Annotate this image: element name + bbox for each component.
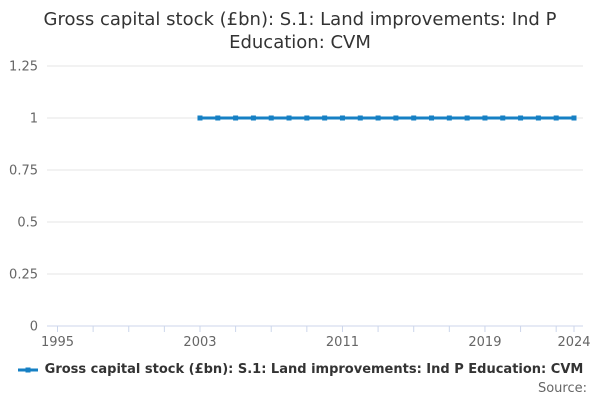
y-axis-label-0.5: 0.5 — [17, 216, 38, 231]
y-axis-label-1: 1 — [30, 112, 38, 127]
x-axis-label-2024: 2024 — [557, 335, 590, 350]
data-point-marker-2014[interactable] — [393, 115, 399, 121]
legend-label: Gross capital stock (£bn): S.1: Land imp… — [44, 362, 584, 377]
chart-title: Gross capital stock (£bn): S.1: Land imp… — [0, 8, 600, 54]
data-point-marker-2011[interactable] — [339, 115, 345, 121]
data-point-marker-2005[interactable] — [233, 115, 239, 121]
y-axis-label-0: 0 — [30, 320, 38, 335]
y-axis-label-1.25: 1.25 — [9, 60, 38, 75]
data-point-marker-2024[interactable] — [571, 115, 577, 121]
x-axis-label-2019: 2019 — [468, 335, 501, 350]
data-point-marker-2010[interactable] — [322, 115, 328, 121]
source-label: Source: — [537, 381, 587, 396]
data-point-marker-2007[interactable] — [268, 115, 274, 121]
data-point-marker-2018[interactable] — [464, 115, 470, 121]
x-axis-label-1995: 1995 — [41, 335, 74, 350]
data-point-marker-2013[interactable] — [375, 115, 381, 121]
data-point-marker-2019[interactable] — [482, 115, 488, 121]
data-point-marker-2009[interactable] — [304, 115, 310, 121]
data-point-marker-2016[interactable] — [429, 115, 435, 121]
legend-item-series-1[interactable]: Gross capital stock (£bn): S.1: Land imp… — [17, 362, 584, 377]
data-point-marker-2021[interactable] — [518, 115, 524, 121]
data-point-marker-2022[interactable] — [535, 115, 541, 121]
legend: Gross capital stock (£bn): S.1: Land imp… — [0, 362, 600, 377]
data-point-marker-2008[interactable] — [286, 115, 292, 121]
data-point-marker-2012[interactable] — [357, 115, 363, 121]
x-axis-label-2011: 2011 — [326, 335, 359, 350]
y-axis-label-0.25: 0.25 — [9, 268, 38, 283]
data-point-marker-2004[interactable] — [215, 115, 221, 121]
data-point-marker-2020[interactable] — [500, 115, 506, 121]
chart-title-line-2: Education: CVM — [229, 32, 371, 53]
data-point-marker-2003[interactable] — [197, 115, 203, 121]
data-point-marker-2006[interactable] — [250, 115, 256, 121]
y-axis-label-0.75: 0.75 — [9, 164, 38, 179]
legend-line-marker-icon — [17, 367, 38, 372]
data-point-marker-2023[interactable] — [553, 115, 559, 121]
data-point-marker-2015[interactable] — [411, 115, 417, 121]
chart-title-line-1: Gross capital stock (£bn): S.1: Land imp… — [43, 9, 557, 30]
x-axis-label-2003: 2003 — [183, 335, 216, 350]
data-point-marker-2017[interactable] — [446, 115, 452, 121]
